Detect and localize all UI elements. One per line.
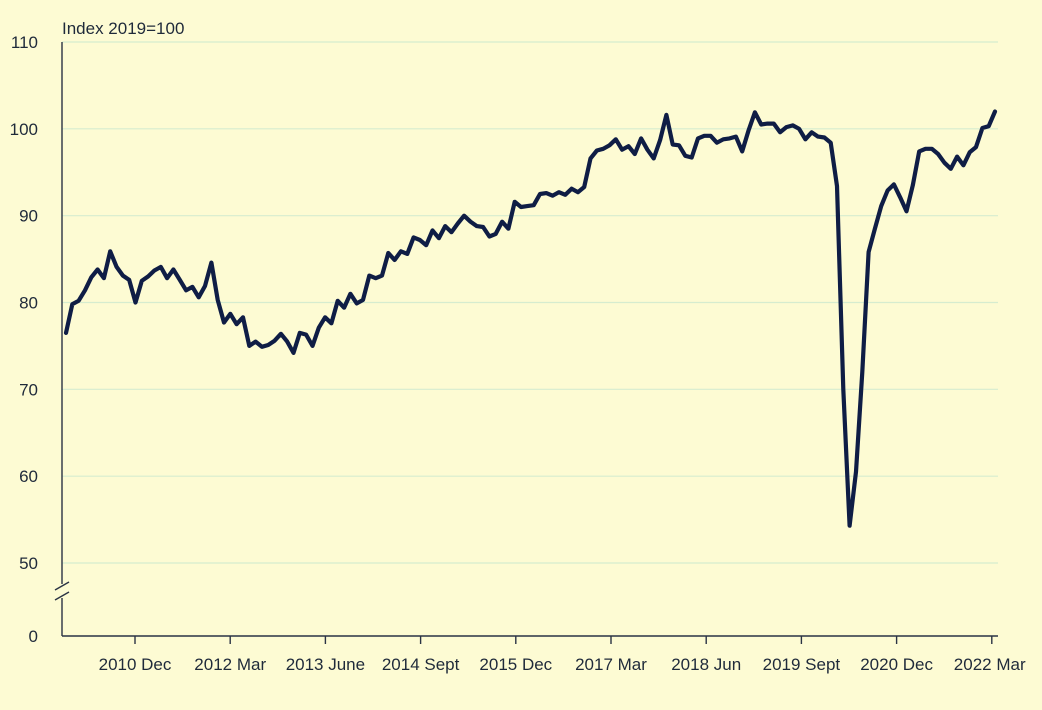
y-axis-unit-label: Index 2019=100 xyxy=(62,19,184,38)
x-tick-label: 2010 Dec xyxy=(99,655,172,674)
y-tick-label: 80 xyxy=(19,294,38,313)
x-tick-label: 2017 Mar xyxy=(575,655,647,674)
x-tick-label: 2012 Mar xyxy=(194,655,266,674)
y-tick-label: 90 xyxy=(19,207,38,226)
y-tick-label: 0 xyxy=(29,627,38,646)
y-tick-label: 60 xyxy=(19,467,38,486)
x-tick-label: 2022 Mar xyxy=(954,655,1026,674)
y-tick-label: 110 xyxy=(11,33,38,52)
x-axis-ticks: 2010 Dec 2012 Mar 2013 June 2014 Sept 2015 D… xyxy=(99,636,1026,674)
y-tick-label: 100 xyxy=(10,120,38,139)
y-tick-label: 70 xyxy=(19,380,38,399)
x-tick-label: 2018 Jun xyxy=(671,655,741,674)
y-tick-label: 50 xyxy=(19,554,38,573)
y-axis-tick-labels: 0 50 60 70 80 90 100 110 xyxy=(10,33,38,646)
x-tick-label: 2020 Dec xyxy=(860,655,933,674)
x-tick-label: 2019 Sept xyxy=(763,655,841,674)
gridlines xyxy=(62,41,998,564)
x-tick-label: 2014 Sept xyxy=(382,655,460,674)
x-tick-label: 2013 June xyxy=(286,655,365,674)
x-tick-label: 2015 Dec xyxy=(479,655,552,674)
series-line xyxy=(63,109,998,528)
y-axis-break-marker xyxy=(54,581,70,601)
